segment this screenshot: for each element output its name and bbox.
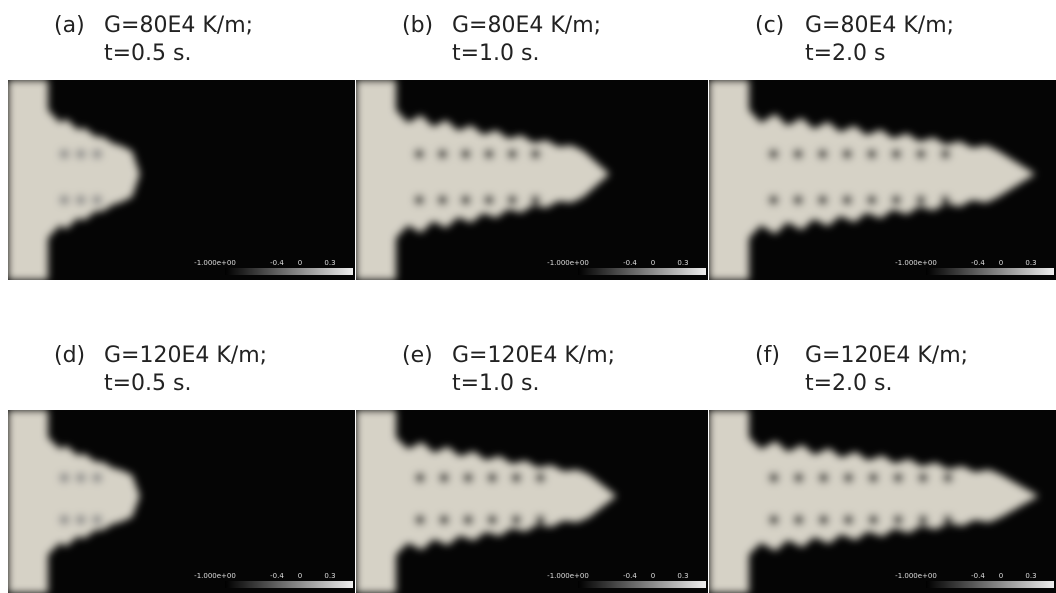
- colorbar-label: -0.4: [270, 259, 284, 267]
- caption-line2: t=1.0 s.: [452, 370, 540, 398]
- caption-line1: G=80E4 K/m;: [805, 12, 954, 40]
- colorbar-label: 0.3: [324, 572, 335, 580]
- caption-label: (b): [402, 12, 433, 40]
- figure: (a)G=80E4 K/m;t=0.5 s.-1.000e+00-0.400.3…: [0, 0, 1056, 593]
- caption-label: (c): [755, 12, 784, 40]
- caption-label: (e): [402, 342, 433, 370]
- colorbar-label: -1.000e+00: [194, 259, 236, 267]
- colorbar-label: -0.4: [971, 259, 985, 267]
- colorbar-label: -1.000e+00: [194, 572, 236, 580]
- colorbar-label: 0.3: [677, 572, 688, 580]
- colorbar: [578, 268, 706, 275]
- colorbar-label: 0.3: [324, 259, 335, 267]
- colorbar-label: 0.3: [1025, 572, 1036, 580]
- colorbar-label: 0.3: [1025, 259, 1036, 267]
- colorbar-label: 0: [651, 259, 655, 267]
- caption-line2: t=0.5 s.: [104, 40, 192, 68]
- simulation-image: -1.000e+00 -0.4 0 0.3: [356, 80, 708, 280]
- colorbar: [578, 581, 706, 588]
- colorbar-label: 0: [298, 259, 302, 267]
- simulation-image: -1.000e+00 -0.4 0 0.3: [356, 410, 708, 593]
- colorbar-label: -1.000e+00: [895, 259, 937, 267]
- caption-line2: t=2.0 s.: [805, 370, 893, 398]
- caption-line2: t=2.0 s: [805, 40, 886, 68]
- caption-line1: G=120E4 K/m;: [805, 342, 968, 370]
- colorbar-label: 0: [651, 572, 655, 580]
- caption-label: (a): [54, 12, 85, 40]
- colorbar-label: 0: [298, 572, 302, 580]
- caption-line1: G=80E4 K/m;: [452, 12, 601, 40]
- colorbar-label: -1.000e+00: [895, 572, 937, 580]
- colorbar-label: 0: [999, 572, 1003, 580]
- caption-line1: G=120E4 K/m;: [104, 342, 267, 370]
- colorbar-label: -0.4: [971, 572, 985, 580]
- simulation-image: -1.000e+00 -0.4 0 0.3: [8, 80, 355, 280]
- colorbar: [225, 268, 353, 275]
- simulation-image: -1.000e+00 -0.4 0 0.3: [709, 410, 1056, 593]
- caption-line2: t=0.5 s.: [104, 370, 192, 398]
- caption-label: (f): [755, 342, 780, 370]
- colorbar: [926, 581, 1054, 588]
- caption-line1: G=80E4 K/m;: [104, 12, 253, 40]
- colorbar-label: -0.4: [270, 572, 284, 580]
- colorbar-label: -1.000e+00: [547, 572, 589, 580]
- caption-label: (d): [54, 342, 85, 370]
- simulation-image: -1.000e+00 -0.4 0 0.3: [709, 80, 1056, 280]
- colorbar: [225, 581, 353, 588]
- colorbar-label: -0.4: [623, 259, 637, 267]
- caption-line2: t=1.0 s.: [452, 40, 540, 68]
- colorbar-label: -0.4: [623, 572, 637, 580]
- colorbar: [926, 268, 1054, 275]
- colorbar-label: -1.000e+00: [547, 259, 589, 267]
- colorbar-label: 0: [999, 259, 1003, 267]
- caption-line1: G=120E4 K/m;: [452, 342, 615, 370]
- simulation-image: -1.000e+00 -0.4 0 0.3: [8, 410, 355, 593]
- colorbar-label: 0.3: [677, 259, 688, 267]
